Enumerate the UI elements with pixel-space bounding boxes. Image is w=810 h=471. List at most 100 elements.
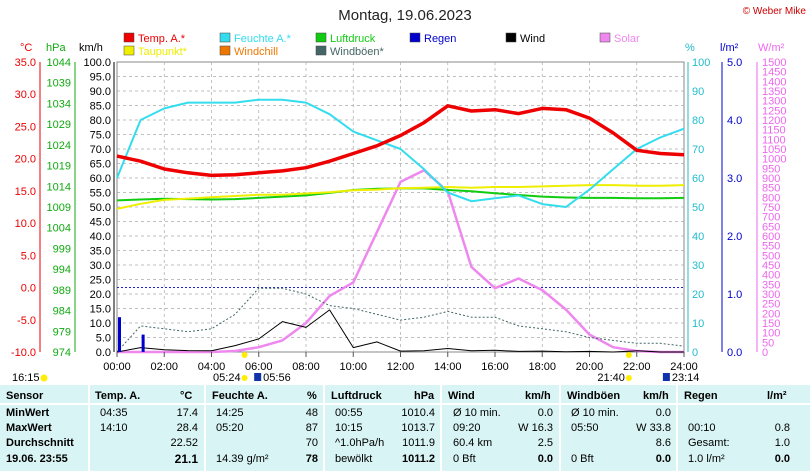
humidity-tick-label: 70 [692,144,704,156]
pressure-tick-label: 989 [53,285,71,297]
pressure-tick-label: 974 [53,347,71,359]
column-separator [559,385,561,471]
rain-bar [141,334,145,352]
temp-tick-label: -10.0 [11,347,36,359]
stats-temp-val: 21.1 [174,452,198,466]
stats-press-time: bewölkt [335,453,373,465]
wind-tick-label: 70.0 [90,144,111,156]
solar-tick-label: 650 [762,221,780,233]
wind-tick-label: 50.0 [90,202,111,214]
temp-tick-label: 20.0 [15,154,36,166]
solar-tick-label: 1500 [762,57,786,69]
legend-label: Windchill [234,46,278,58]
stats-hum-val: 78 [305,453,318,465]
rain-tick-label: 2.0 [727,231,742,243]
sun-icon [40,374,48,382]
current-time-label: 16:15 [12,372,40,384]
header-separator [0,403,810,405]
moonrise-label: 05:56 [263,372,291,384]
stats-gust-desc: 05:50 [571,422,599,434]
pressure-tick-label: 1044 [47,57,71,69]
wind-tick-label: 25.0 [90,275,111,287]
sun-moon-row: 16:15 05:24 05:56 21:40 23:14 [12,352,699,384]
x-tick-label: 22:00 [623,361,651,373]
temp-unit-label: °C [20,42,32,54]
wind-tick-label: 15.0 [90,304,111,316]
legend-label: Luftdruck [330,33,376,45]
rain-unit-label: l/m² [720,42,739,54]
wind-tick-label: 45.0 [90,217,111,229]
column-separator [88,385,90,471]
solar-tick-label: 400 [762,270,780,282]
solar-tick-label: 100 [762,328,780,340]
header-wind-unit: km/h [525,390,551,402]
temp-tick-label: 10.0 [15,218,36,230]
temp-tick-label: 5.0 [21,250,36,262]
chart-title: Montag, 19.06.2023 [338,7,471,24]
header-sensor: Sensor [6,390,44,402]
wind-tick-label: 5.0 [96,333,111,345]
stats-wind-val: 2.5 [537,437,553,449]
wind-tick-label: 0.0 [96,347,111,359]
header-pressure: Luftdruck [331,390,382,402]
stats-press-time: 00:55 [335,407,363,419]
stats-gust-val: W 33.8 [636,422,671,434]
solar-tick-label: 700 [762,212,780,224]
legend-swatch [505,32,517,43]
legend-swatch [599,32,611,43]
solar-tick-label: 1250 [762,105,786,117]
humidity-tick-label: 20 [692,289,704,301]
stats-press-time: ^1.0hPa/h [335,437,385,449]
wind-tick-label: 80.0 [90,115,111,127]
humidity-tick-label: 50 [692,202,704,214]
stats-rain-desc: 00:10 [688,422,716,434]
solar-tick-label: 1350 [762,86,786,98]
header-wind: Wind [448,390,475,402]
legend-swatch [315,45,327,56]
temp-tick-label: 30.0 [15,89,36,101]
sunrise-label: 05:24 [213,372,241,384]
solar-tick-label: 200 [762,308,780,320]
solar-tick-label: 150 [762,318,780,330]
stats-wind-desc: 60.4 km [453,437,493,449]
pressure-tick-label: 1024 [47,140,71,152]
stats-hum-time: 14:25 [216,407,244,419]
pressure-tick-label: 1009 [47,202,71,214]
solar-tick-label: 1100 [762,134,786,146]
x-tick-label: 24:00 [670,361,698,373]
temp-tick-label: 25.0 [15,121,36,133]
weather-chart: Montag, 19.06.2023 © Weber Mike Temp. A.… [11,6,807,384]
pressure-tick-label: 1019 [47,161,71,173]
x-tick-label: 10:00 [339,361,367,373]
wind-tick-label: 35.0 [90,246,111,258]
stats-rain-val: 0.0 [774,453,790,465]
stats-wind-desc: Ø 10 min. [453,407,501,419]
x-tick-label: 08:00 [292,361,320,373]
header-gust-unit: km/h [643,390,669,402]
header-humidity-unit: % [307,390,317,402]
header-humidity: Feuchte A. [212,390,268,402]
wind-tick-label: 40.0 [90,231,111,243]
stats-press-val: 1011.2 [401,453,435,465]
solar-tick-label: 600 [762,231,780,243]
stats-gust-desc: Ø 10 min. [571,407,619,419]
legend-swatch [409,32,421,43]
stats-press-val: 1013.7 [401,422,435,434]
solar-tick-label: 1000 [762,154,786,166]
header-rain-unit: l/m² [767,390,787,402]
statistics-table: Sensor Temp. A. °C Feuchte A. % Luftdruc… [0,385,810,471]
rain-bar [118,317,121,352]
legend-swatch [123,32,135,43]
stats-gust-val: 0.0 [655,453,671,465]
stats-hum-time: 05:20 [216,422,244,434]
humidity-tick-label: 60 [692,173,704,185]
sunset-label: 21:40 [597,372,625,384]
stats-wind-val: W 16.3 [518,422,553,434]
pressure-unit-label: hPa [46,42,66,54]
pressure-tick-label: 994 [53,264,71,276]
column-separator [676,385,678,471]
humidity-tick-label: 0 [692,347,698,359]
solar-tick-label: 50 [762,337,774,349]
solar-tick-label: 800 [762,192,780,204]
stats-wind-val: 0.0 [537,453,553,465]
